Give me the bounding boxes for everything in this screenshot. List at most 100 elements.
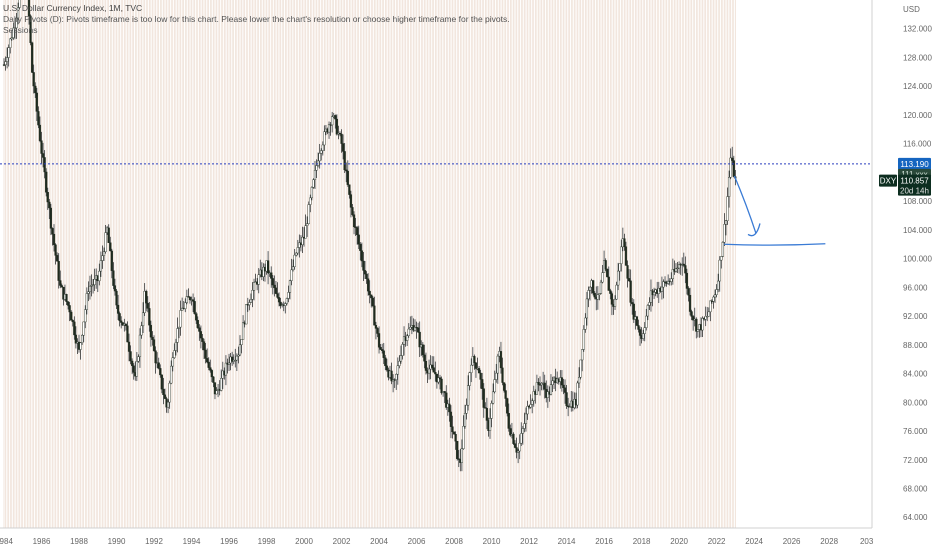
candle-body xyxy=(406,335,409,341)
candle-body xyxy=(596,294,599,300)
candle-body xyxy=(617,270,620,286)
symbol-title[interactable]: U.S. Dollar Currency Index, 1M, TVC xyxy=(3,3,143,13)
candle-body xyxy=(35,92,38,112)
sessions-indicator[interactable]: Sessions xyxy=(3,25,38,35)
candle-body xyxy=(401,344,404,356)
candle-body xyxy=(638,329,642,336)
candle-body xyxy=(71,320,74,323)
candle-body xyxy=(467,385,470,406)
candle-body xyxy=(252,281,256,291)
candle-body xyxy=(432,367,435,373)
freehand-support-line[interactable] xyxy=(724,243,826,246)
candle-body xyxy=(313,170,317,180)
y-axis[interactable]: 64.000 68.000 72.000 76.000 80.000 84.000 88.0… xyxy=(871,0,932,528)
candle-body xyxy=(723,224,726,243)
candle-body xyxy=(660,286,664,292)
y-tick-label: 104.000 xyxy=(903,226,932,235)
freehand-arrow[interactable] xyxy=(733,175,757,234)
y-tick-label: 64.000 xyxy=(903,513,928,522)
candle-body xyxy=(540,383,543,386)
candle-body xyxy=(398,360,401,366)
candle-body xyxy=(448,403,451,413)
candle-body xyxy=(240,339,243,346)
candle-body xyxy=(529,404,532,408)
candle-body xyxy=(454,433,457,442)
candle-body xyxy=(501,367,504,383)
candle-body xyxy=(582,329,585,350)
candle-body xyxy=(618,263,621,272)
y-tick-label: 120.000 xyxy=(903,111,932,120)
candle-body xyxy=(2,64,6,66)
candle-body xyxy=(209,367,212,371)
candle-body xyxy=(151,336,154,340)
candle-body xyxy=(696,329,699,332)
candle-body xyxy=(728,177,731,197)
x-tick-label: 2002 xyxy=(333,537,351,546)
candle-body xyxy=(285,298,288,304)
candle-body xyxy=(177,326,181,329)
candle-body xyxy=(649,290,653,303)
candle-body xyxy=(473,356,476,364)
candle-body xyxy=(629,280,632,303)
candle-body xyxy=(424,361,428,371)
candle-body xyxy=(518,442,521,452)
user-drawings[interactable] xyxy=(724,175,826,246)
candle-body xyxy=(140,325,143,336)
pivots-indicator-message[interactable]: Daily Pivots (D): Pivots timeframe is to… xyxy=(3,14,510,24)
candle-body xyxy=(646,305,649,317)
candle-body xyxy=(284,303,287,306)
x-axis[interactable]: 1984 1986 1988 1990 1992 1994 1996 1998 2000 2002… xyxy=(0,527,874,546)
candle-body xyxy=(81,335,84,344)
candle-body xyxy=(16,7,20,19)
candle-body xyxy=(676,267,679,270)
candle-body xyxy=(152,339,156,351)
candlestick-series xyxy=(2,0,737,472)
candle-body xyxy=(601,272,604,283)
candle-body xyxy=(295,252,298,256)
candle-body xyxy=(551,380,554,385)
candle-body xyxy=(365,273,368,279)
candle-body xyxy=(731,157,734,161)
candle-body xyxy=(176,328,179,343)
x-tick-label: 2028 xyxy=(820,537,838,546)
candle-body xyxy=(606,268,609,278)
x-tick-label: 203 xyxy=(860,537,874,546)
candle-body xyxy=(102,251,106,256)
candle-body xyxy=(604,260,607,270)
candle-body xyxy=(717,280,720,290)
candle-body xyxy=(184,302,187,309)
candle-body xyxy=(163,394,167,399)
candle-body xyxy=(198,327,201,332)
arrow-head[interactable] xyxy=(747,223,761,237)
candle-body xyxy=(423,354,426,362)
candle-body xyxy=(729,157,732,178)
candle-body xyxy=(718,259,721,282)
candle-body xyxy=(262,266,265,277)
candle-body xyxy=(51,228,54,235)
candle-body xyxy=(520,433,523,444)
candle-body xyxy=(592,280,595,294)
candle-body xyxy=(565,392,568,407)
candle-body xyxy=(160,374,163,390)
candle-body xyxy=(15,17,18,29)
candle-body xyxy=(512,433,515,444)
candle-body xyxy=(509,428,512,436)
candle-body xyxy=(174,342,177,351)
candle-body xyxy=(340,133,343,144)
candle-body xyxy=(381,349,384,351)
candle-body xyxy=(309,197,312,205)
candle-body xyxy=(251,290,254,300)
candle-body xyxy=(85,293,88,310)
candle-body xyxy=(327,124,331,133)
candle-body xyxy=(377,333,381,348)
candle-body xyxy=(362,260,365,271)
candle-body xyxy=(624,246,628,266)
candle-body xyxy=(523,423,526,429)
last-price-symbol: DXY xyxy=(880,177,897,186)
candle-body xyxy=(385,365,388,371)
candle-body xyxy=(249,299,253,303)
candle-body xyxy=(345,169,348,172)
candle-body xyxy=(577,376,581,384)
candle-body xyxy=(465,404,468,414)
